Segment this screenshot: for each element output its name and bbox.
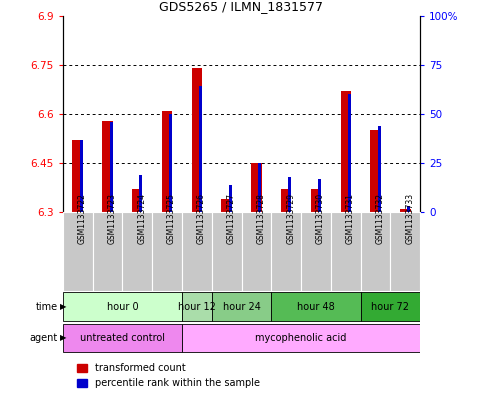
Bar bbox=[72, 140, 83, 212]
Text: agent: agent bbox=[30, 333, 58, 343]
Text: untreated control: untreated control bbox=[80, 333, 165, 343]
Text: GSM1133727: GSM1133727 bbox=[227, 193, 236, 244]
FancyBboxPatch shape bbox=[271, 292, 361, 321]
Text: mycophenolic acid: mycophenolic acid bbox=[256, 333, 347, 343]
Text: GSM1133722: GSM1133722 bbox=[78, 193, 86, 244]
Bar bbox=[221, 199, 232, 212]
Bar bbox=[407, 206, 411, 212]
Bar bbox=[378, 126, 381, 212]
Bar bbox=[139, 175, 142, 212]
Bar bbox=[199, 86, 202, 212]
Bar bbox=[132, 189, 142, 212]
Text: GSM1133730: GSM1133730 bbox=[316, 193, 325, 244]
FancyBboxPatch shape bbox=[182, 212, 212, 291]
Bar bbox=[370, 130, 381, 212]
FancyBboxPatch shape bbox=[182, 324, 420, 352]
Text: GSM1133729: GSM1133729 bbox=[286, 193, 295, 244]
FancyBboxPatch shape bbox=[63, 212, 93, 291]
Bar bbox=[80, 140, 83, 212]
Title: GDS5265 / ILMN_1831577: GDS5265 / ILMN_1831577 bbox=[159, 0, 324, 13]
Bar bbox=[162, 111, 172, 212]
Bar bbox=[102, 121, 113, 212]
Bar bbox=[341, 91, 351, 212]
Text: hour 48: hour 48 bbox=[297, 301, 335, 312]
Text: hour 24: hour 24 bbox=[223, 301, 260, 312]
Bar bbox=[318, 179, 321, 212]
FancyBboxPatch shape bbox=[212, 292, 271, 321]
Text: hour 72: hour 72 bbox=[371, 301, 410, 312]
FancyBboxPatch shape bbox=[122, 212, 152, 291]
Text: time: time bbox=[36, 301, 58, 312]
FancyBboxPatch shape bbox=[152, 212, 182, 291]
FancyBboxPatch shape bbox=[93, 212, 122, 291]
Text: GSM1133728: GSM1133728 bbox=[256, 193, 265, 244]
Bar bbox=[348, 94, 351, 212]
Legend: transformed count, percentile rank within the sample: transformed count, percentile rank withi… bbox=[77, 363, 260, 388]
Text: ▶: ▶ bbox=[60, 302, 67, 311]
Text: GSM1133724: GSM1133724 bbox=[137, 193, 146, 244]
Text: GSM1133723: GSM1133723 bbox=[108, 193, 116, 244]
Text: hour 12: hour 12 bbox=[178, 301, 216, 312]
Text: GSM1133725: GSM1133725 bbox=[167, 193, 176, 244]
FancyBboxPatch shape bbox=[242, 212, 271, 291]
FancyBboxPatch shape bbox=[361, 292, 420, 321]
Bar bbox=[110, 122, 113, 212]
Bar bbox=[251, 163, 262, 212]
FancyBboxPatch shape bbox=[331, 212, 361, 291]
FancyBboxPatch shape bbox=[212, 212, 242, 291]
FancyBboxPatch shape bbox=[390, 212, 420, 291]
Bar bbox=[258, 163, 261, 212]
Text: GSM1133732: GSM1133732 bbox=[376, 193, 384, 244]
Text: ▶: ▶ bbox=[60, 334, 67, 342]
FancyBboxPatch shape bbox=[63, 324, 182, 352]
Bar bbox=[169, 114, 172, 212]
Bar bbox=[228, 185, 232, 212]
FancyBboxPatch shape bbox=[63, 292, 182, 321]
FancyBboxPatch shape bbox=[361, 212, 390, 291]
Text: hour 0: hour 0 bbox=[107, 301, 138, 312]
Bar bbox=[400, 209, 411, 212]
FancyBboxPatch shape bbox=[182, 292, 212, 321]
Text: GSM1133733: GSM1133733 bbox=[405, 193, 414, 244]
Text: GSM1133731: GSM1133731 bbox=[346, 193, 355, 244]
Bar bbox=[288, 177, 291, 212]
FancyBboxPatch shape bbox=[271, 212, 301, 291]
Text: GSM1133726: GSM1133726 bbox=[197, 193, 206, 244]
Bar bbox=[281, 189, 291, 212]
FancyBboxPatch shape bbox=[301, 212, 331, 291]
Bar bbox=[192, 68, 202, 212]
Bar bbox=[311, 189, 321, 212]
